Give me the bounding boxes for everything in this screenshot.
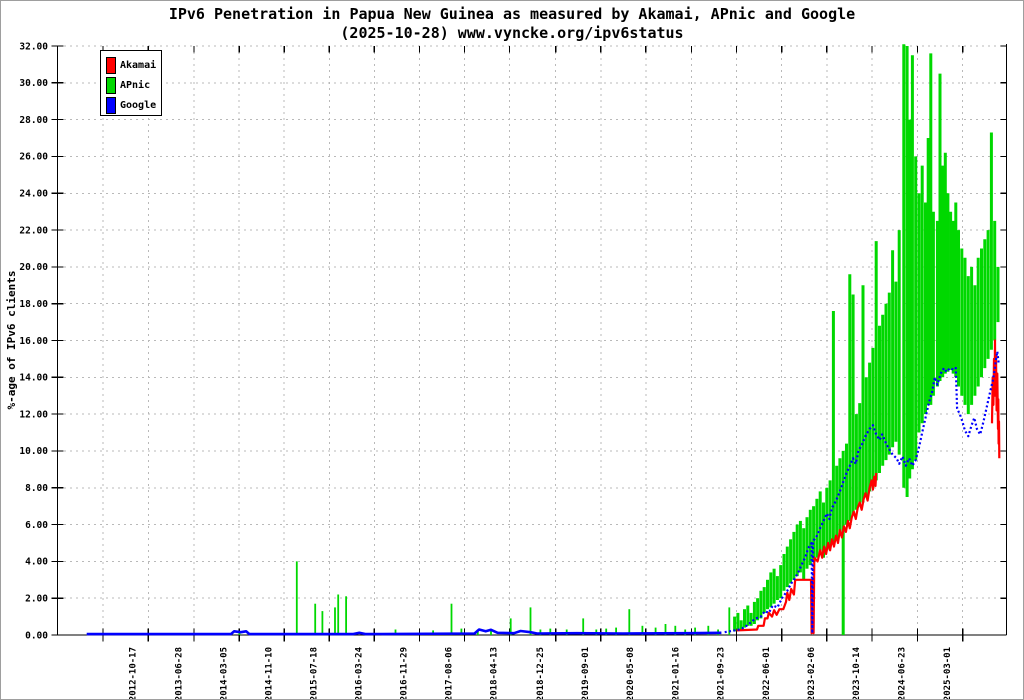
svg-text:30.00: 30.00 (19, 78, 48, 89)
svg-text:2020-05-08: 2020-05-08 (626, 647, 636, 700)
y-axis-label: %-age of IPv6 clients (5, 270, 18, 410)
svg-text:24.00: 24.00 (19, 189, 48, 200)
svg-text:12.00: 12.00 (19, 409, 48, 420)
svg-text:14.00: 14.00 (19, 373, 48, 384)
svg-text:2022-06-01: 2022-06-01 (762, 647, 772, 700)
svg-text:2013-06-28: 2013-06-28 (174, 647, 184, 700)
svg-text:2017-08-06: 2017-08-06 (445, 647, 455, 700)
svg-text:2016-03-24: 2016-03-24 (355, 646, 365, 700)
svg-text:26.00: 26.00 (19, 152, 48, 163)
apnic-swatch-icon (106, 76, 116, 94)
svg-text:2021-09-23: 2021-09-23 (717, 647, 727, 700)
series-google (86, 350, 1000, 636)
gridlines (58, 45, 1006, 635)
legend-label-akamai: Akamai (120, 59, 157, 71)
svg-text:2023-10-14: 2023-10-14 (852, 646, 862, 700)
svg-text:2014-03-05: 2014-03-05 (219, 647, 229, 700)
svg-text:22.00: 22.00 (19, 225, 48, 236)
svg-text:18.00: 18.00 (19, 299, 48, 310)
svg-text:2014-11-10: 2014-11-10 (264, 647, 274, 700)
svg-text:28.00: 28.00 (19, 115, 48, 126)
legend-item-akamai: Akamai (101, 55, 161, 75)
svg-text:2016-11-29: 2016-11-29 (400, 647, 410, 700)
svg-text:2018-04-13: 2018-04-13 (490, 647, 500, 700)
svg-text:10.00: 10.00 (19, 446, 48, 457)
legend-label-apnic: APnic (120, 79, 151, 91)
svg-text:2.00: 2.00 (25, 593, 48, 604)
svg-text:2025-03-01: 2025-03-01 (943, 647, 953, 700)
svg-text:2015-07-18: 2015-07-18 (309, 647, 319, 700)
svg-text:2023-02-06: 2023-02-06 (807, 647, 817, 700)
svg-text:2018-12-25: 2018-12-25 (536, 647, 546, 700)
svg-text:20.00: 20.00 (19, 262, 48, 273)
svg-text:0.00: 0.00 (25, 630, 48, 641)
chart-subtitle: (2025-10-28) www.vyncke.org/ipv6status (340, 24, 684, 42)
svg-text:32.00: 32.00 (19, 41, 48, 52)
xtick-labels: 2012-10-17 2013-06-28 2014-03-05 2014-11-10… (129, 646, 953, 700)
chart-title: IPv6 Penetration in Papua New Guinea as … (168, 5, 856, 23)
series-apnic (238, 44, 1000, 635)
tick-marks (51, 45, 1007, 642)
svg-text:8.00: 8.00 (25, 483, 48, 494)
legend-box: Akamai APnic Google (100, 50, 162, 116)
legend-item-apnic: APnic (101, 75, 161, 95)
svg-text:2024-06-23: 2024-06-23 (898, 647, 908, 700)
svg-text:2012-10-17: 2012-10-17 (129, 647, 139, 700)
svg-text:16.00: 16.00 (19, 336, 48, 347)
google-swatch-icon (106, 96, 116, 114)
svg-text:2019-09-01: 2019-09-01 (581, 647, 591, 700)
svg-text:4.00: 4.00 (25, 557, 48, 568)
ytick-labels: 0.00 2.00 4.00 6.00 8.00 10.00 12.00 14.00 16.00… (19, 41, 48, 641)
svg-text:6.00: 6.00 (25, 520, 48, 531)
svg-text:2021-01-16: 2021-01-16 (672, 647, 682, 700)
akamai-swatch-icon (106, 56, 116, 74)
legend-label-google: Google (120, 99, 157, 111)
legend-item-google: Google (101, 95, 161, 115)
